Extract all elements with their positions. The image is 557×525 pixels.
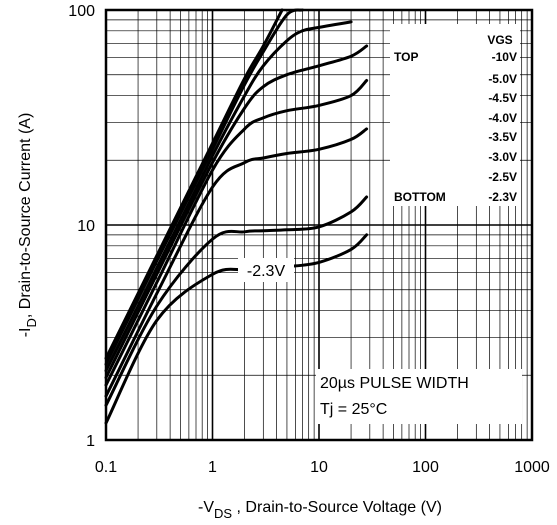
curve-label-background	[238, 258, 294, 282]
series-curve-45V	[104, 20, 353, 373]
series-curve-35V	[104, 79, 369, 387]
x-axis-title-prefix: -V	[198, 499, 214, 516]
x-axis-title-subscript: DS	[214, 506, 232, 521]
legend-top-label: TOP	[394, 50, 418, 64]
legend: VGS TOP -10V -5.0V -4.5V -4.0V -3.5V -3.…	[390, 24, 520, 206]
curve-label: -2.3V	[247, 263, 286, 280]
legend-entry-8: -2.3V	[488, 190, 517, 204]
pulse-width-note: 20µs PULSE WIDTH	[320, 375, 469, 392]
x-tick-label: 0.1	[95, 459, 117, 476]
series-curves	[104, 8, 369, 425]
y-axis-title-subscript: D	[24, 318, 39, 327]
x-tick-label: 1	[208, 459, 217, 476]
x-axis-title: -VDS , Drain-to-Source Voltage (V)	[198, 499, 442, 521]
legend-entry-6: -3.0V	[488, 150, 517, 164]
x-tick-label: 1000	[514, 459, 550, 476]
legend-bottom-label: BOTTOM	[394, 190, 446, 204]
plot-frame	[104, 8, 534, 442]
legend-entry-7: -2.5V	[488, 170, 517, 184]
legend-entry-1: -10V	[492, 50, 517, 64]
series-curve-40V	[104, 44, 369, 380]
x-axis-title-rest: , Drain-to-Source Voltage (V)	[232, 499, 442, 516]
legend-header: VGS	[487, 33, 512, 47]
legend-entry-3: -4.5V	[488, 91, 517, 105]
series-curve-10V	[104, 8, 284, 360]
temperature-note: Tj = 25°C	[320, 401, 387, 418]
y-axis-title-prefix: -I	[17, 328, 34, 338]
legend-entry-5: -3.5V	[488, 130, 517, 144]
legend-background	[390, 24, 520, 206]
series-curve-25V	[104, 195, 369, 407]
series-curve-50V	[104, 8, 304, 366]
x-tick-label: 10	[310, 459, 328, 476]
x-tick-label: 100	[412, 459, 439, 476]
legend-entry-2: -5.0V	[488, 72, 517, 86]
y-tick-label: 100	[68, 3, 95, 20]
y-axis-title-rest: , Drain-to-Source Current (A)	[17, 113, 34, 318]
series-curve-30V	[104, 127, 369, 398]
note-background	[316, 369, 522, 424]
legend-entry-4: -4.0V	[488, 111, 517, 125]
y-tick-label: 10	[77, 218, 95, 235]
y-axis-title: -ID, Drain-to-Source Current (A)	[17, 113, 39, 338]
y-tick-label: 1	[86, 433, 95, 450]
